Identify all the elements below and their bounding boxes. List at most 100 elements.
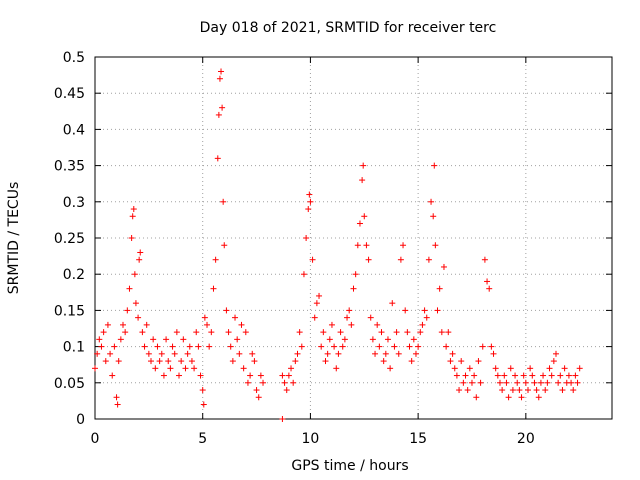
data-point <box>94 350 101 357</box>
data-point <box>486 285 493 292</box>
data-point <box>114 401 121 408</box>
data-point <box>490 350 497 357</box>
x-tick-label: 0 <box>91 431 100 447</box>
data-point <box>117 336 124 343</box>
data-point <box>178 358 185 365</box>
data-point <box>565 372 572 379</box>
data-point <box>111 343 118 350</box>
x-tick-label: 15 <box>409 431 427 447</box>
data-point <box>294 350 301 357</box>
data-point <box>415 343 422 350</box>
data-point <box>397 256 404 263</box>
data-point <box>548 372 555 379</box>
data-point <box>527 365 534 372</box>
data-point <box>542 387 549 394</box>
data-point <box>572 372 579 379</box>
data-point <box>417 329 424 336</box>
data-point <box>529 372 536 379</box>
data-point <box>131 271 138 278</box>
data-point <box>143 321 150 328</box>
data-point <box>451 365 458 372</box>
data-point <box>311 314 318 321</box>
data-point <box>300 271 307 278</box>
y-tick-label: 0.2 <box>63 267 85 283</box>
data-point <box>163 336 170 343</box>
data-point <box>389 300 396 307</box>
data-point <box>555 379 562 386</box>
data-point <box>423 314 430 321</box>
data-point <box>382 350 389 357</box>
data-point <box>440 263 447 270</box>
data-point <box>546 365 553 372</box>
data-marks <box>92 68 583 422</box>
data-point <box>557 372 564 379</box>
data-point <box>215 111 222 118</box>
data-point <box>339 343 346 350</box>
data-point <box>236 350 243 357</box>
data-point <box>182 365 189 372</box>
data-point <box>408 358 415 365</box>
data-point <box>471 372 478 379</box>
x-tick-label: 10 <box>302 431 320 447</box>
data-point <box>369 336 376 343</box>
data-point <box>279 416 286 422</box>
data-point <box>501 372 508 379</box>
data-point <box>201 314 208 321</box>
data-point <box>167 365 174 372</box>
x-tick-label: 5 <box>198 431 207 447</box>
y-axis: 0 0.05 0.1 0.15 0.2 0.25 0.3 0.35 0.4 0.45 0.5 <box>54 50 612 428</box>
data-point <box>313 300 320 307</box>
data-point <box>139 329 146 336</box>
data-point <box>430 213 437 220</box>
data-point <box>298 343 305 350</box>
data-point <box>494 372 501 379</box>
data-point <box>570 387 577 394</box>
data-point <box>326 336 333 343</box>
data-point <box>359 177 366 184</box>
data-point <box>154 343 161 350</box>
data-point <box>406 343 413 350</box>
data-point <box>488 343 495 350</box>
data-point <box>387 365 394 372</box>
data-point <box>456 387 463 394</box>
data-point <box>145 350 152 357</box>
data-point <box>292 358 299 365</box>
data-point <box>335 350 342 357</box>
data-point <box>365 256 372 263</box>
data-point <box>126 285 133 292</box>
data-point <box>477 379 484 386</box>
data-point <box>244 379 251 386</box>
data-point <box>421 307 428 314</box>
data-point <box>132 300 139 307</box>
data-point <box>348 321 355 328</box>
data-point <box>212 256 219 263</box>
data-point <box>443 343 450 350</box>
y-tick-label: 0.3 <box>63 195 85 211</box>
data-point <box>531 379 538 386</box>
data-point <box>535 394 542 401</box>
data-point <box>384 336 391 343</box>
data-point <box>135 314 142 321</box>
data-point <box>152 365 159 372</box>
data-point <box>113 394 120 401</box>
data-point <box>367 314 374 321</box>
data-point <box>165 358 172 365</box>
data-point <box>402 307 409 314</box>
data-point <box>158 350 165 357</box>
data-point <box>481 256 488 263</box>
data-point <box>419 321 426 328</box>
data-point <box>350 285 357 292</box>
data-point <box>229 358 236 365</box>
data-point <box>303 235 310 241</box>
data-point <box>227 343 234 350</box>
grid <box>95 57 612 419</box>
data-point <box>92 365 98 372</box>
data-point <box>428 198 435 205</box>
data-point <box>380 358 387 365</box>
data-point <box>464 387 471 394</box>
y-axis-label: SRMTID / TECUs <box>6 182 22 295</box>
data-point <box>257 372 264 379</box>
data-point <box>344 314 351 321</box>
data-point <box>468 379 475 386</box>
